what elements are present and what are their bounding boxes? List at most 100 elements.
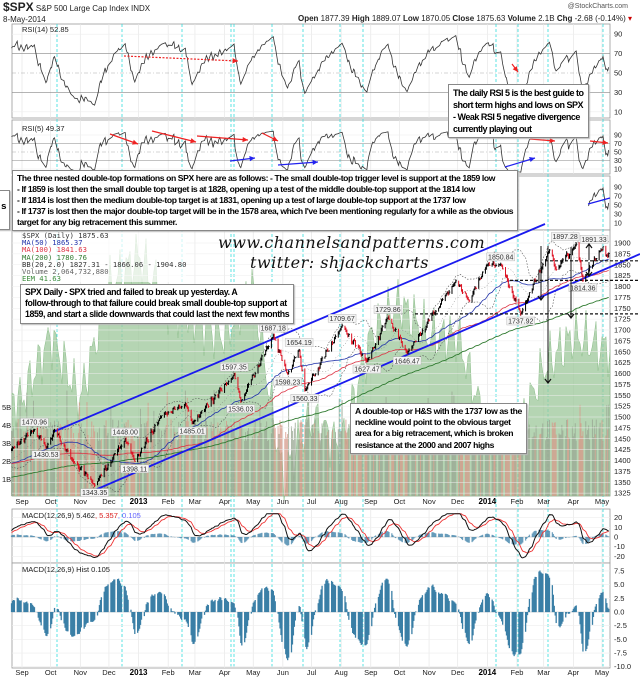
hist-tick-label: 0.0 — [614, 608, 624, 617]
volume-bar — [485, 433, 487, 496]
macd-histogram-bar — [324, 583, 326, 613]
macd-histogram-bar — [100, 597, 103, 613]
macd-histogram-bar — [444, 593, 446, 613]
macd-histogram-bar — [352, 612, 354, 634]
volume-bar — [579, 404, 581, 496]
macd-histogram-bar — [252, 602, 254, 613]
volume-bar — [394, 426, 396, 496]
x-tick-label: Apr — [567, 668, 579, 677]
swing-label: 1646.47 — [394, 358, 419, 365]
macd-inline-hist-bar — [244, 537, 247, 542]
macd-inline-hist-bar — [111, 531, 113, 538]
macd-inline-hist-bar — [266, 532, 269, 538]
volume-bar — [272, 419, 274, 496]
volume-bar — [319, 440, 321, 496]
volume-bar — [299, 422, 301, 496]
macd-histogram-bar — [298, 605, 300, 613]
macd-inline-hist-bar — [338, 532, 340, 538]
macd-inline-hist-bar — [432, 532, 434, 538]
macd-histogram-bar — [33, 607, 36, 613]
macd-inline-hist-bar — [310, 537, 313, 542]
macd-histogram-bar — [78, 612, 81, 634]
volume-bar — [324, 421, 326, 496]
volume-bar — [63, 440, 65, 496]
volume-tick-label: 4B — [2, 421, 11, 430]
swing-label: 1814.36 — [570, 285, 595, 292]
macd-histogram-bar — [493, 605, 495, 613]
x-tick-label: Dec — [451, 668, 465, 677]
macd-histogram-bar — [527, 606, 530, 613]
macd-histogram-bar — [103, 591, 105, 613]
swing-label: 1627.47 — [354, 367, 379, 374]
macd-histogram-bar — [284, 612, 286, 649]
macd-inline-hist-bar — [145, 535, 147, 538]
x-tick-label: Oct — [45, 497, 58, 506]
volume-bar — [90, 436, 92, 496]
macd-histogram-bar — [239, 612, 241, 636]
swing-label-bg — [392, 356, 422, 365]
swing-label-bg — [506, 316, 535, 326]
macd-inline-hist-bar — [408, 537, 410, 543]
macd-inline-hist-bar — [227, 535, 230, 538]
macd-histogram-bar — [434, 589, 436, 613]
volume-bar — [332, 430, 334, 496]
macd-inline-hist-bar — [259, 533, 261, 538]
macd-inline-hist-bar — [311, 537, 314, 540]
macd-histogram-bar — [354, 612, 357, 638]
volume-bar — [106, 435, 108, 496]
volume-bar — [39, 435, 41, 496]
macd-inline-hist-bar — [580, 537, 582, 541]
macd-histogram-bar — [76, 612, 79, 635]
volume-bar — [553, 422, 555, 496]
macd-histogram-bar — [47, 612, 49, 634]
macd-histogram-bar — [13, 600, 16, 613]
macd-histogram-bar — [212, 601, 214, 613]
swing-label: 1485.01 — [179, 429, 204, 436]
macd-histogram-bar — [574, 605, 576, 613]
volume-bar — [164, 426, 166, 496]
macd-histogram-bar — [20, 600, 22, 613]
macd-inline-hist-bar — [453, 535, 455, 538]
macd-histogram-bar — [330, 580, 333, 613]
swing-label: 1687.18 — [261, 326, 286, 333]
macd-inline-hist-bar — [588, 537, 591, 541]
macd-inline-hist-bar — [608, 536, 610, 538]
macd-inline-hist-bar — [388, 531, 390, 538]
macd-histogram-bar — [244, 612, 246, 643]
swing-label: 1729.86 — [375, 307, 400, 314]
volume-bar — [532, 436, 534, 496]
volume-bar — [143, 423, 145, 496]
macd-histogram-bar — [306, 612, 308, 650]
macd-inline-hist-bar — [313, 537, 316, 538]
volume-bar — [334, 432, 336, 496]
macd-histogram-bar — [562, 612, 564, 622]
price-tick-label: 1350 — [614, 478, 631, 487]
x-tick-label: Mar — [537, 668, 550, 677]
macd-histogram-bar — [420, 597, 423, 613]
macd-inline-hist-bar — [574, 535, 576, 538]
rsi5-tick-label: 50 — [614, 150, 622, 157]
volume-bar — [495, 419, 497, 496]
volume-bar — [259, 405, 261, 496]
macd-histogram-bar — [25, 602, 27, 613]
x-tick-label: Jul — [307, 497, 317, 506]
macd-inline-hist-bar — [572, 536, 575, 538]
macd-histogram-bar — [234, 607, 236, 613]
legend-bb: BB(20,2.0) 1827.31 - 1866.06 - 1904.80 — [22, 259, 187, 269]
volume-bar — [585, 421, 587, 496]
macd-inline-hist-bar — [395, 537, 397, 539]
macd-histogram-bar — [532, 585, 534, 613]
volume-bar — [140, 424, 142, 496]
macd-histogram-bar — [287, 612, 290, 658]
macd-histogram-bar — [311, 612, 314, 627]
macd-inline-hist-bar — [272, 533, 275, 538]
volume-bar — [582, 431, 584, 496]
macd-histogram-bar — [111, 582, 113, 613]
macd-label: MACD(12,26,9) 5.462, 5.357, 0.105 — [22, 511, 141, 521]
x-tick-label: 2013 — [130, 668, 148, 677]
macd-inline-hist-bar — [333, 532, 336, 538]
volume-bar — [260, 422, 262, 496]
macd-inline-hist-bar — [558, 537, 560, 540]
macd-histogram-bar — [180, 612, 183, 620]
macd-inline-hist-bar — [116, 531, 119, 538]
